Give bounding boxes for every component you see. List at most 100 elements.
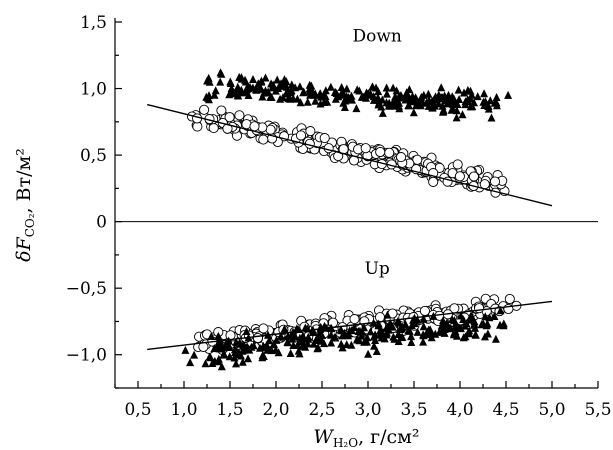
data-point-triangle (244, 354, 252, 363)
data-point-triangle (434, 90, 443, 99)
data-point-triangle (242, 327, 251, 335)
data-point-triangle (413, 315, 422, 324)
data-point-triangle (371, 336, 380, 344)
data-points (181, 68, 522, 371)
data-point-triangle (392, 86, 401, 95)
data-point-circle (452, 159, 463, 170)
data-point-triangle (181, 345, 190, 354)
data-point-triangle (372, 347, 381, 355)
data-point-triangle (473, 92, 482, 101)
data-point-triangle (434, 99, 443, 108)
data-point-triangle (424, 325, 433, 334)
data-point-triangle (413, 327, 422, 336)
data-point-triangle (331, 333, 340, 342)
data-point-triangle (303, 97, 312, 106)
data-point-triangle (227, 84, 236, 93)
data-point-circle (216, 105, 227, 116)
data-point-triangle (456, 311, 465, 320)
data-point-triangle (366, 327, 375, 336)
x-tick-label: 5,5 (584, 400, 611, 420)
data-point-triangle (398, 332, 407, 341)
data-point-triangle (256, 343, 264, 352)
data-point-triangle (357, 92, 366, 101)
data-point-triangle (407, 338, 416, 346)
data-point-triangle (242, 85, 251, 94)
data-point-triangle (504, 90, 513, 99)
data-point-triangle (437, 83, 446, 92)
data-point-triangle (470, 98, 478, 107)
data-point-triangle (394, 337, 403, 345)
data-point-circle (419, 305, 430, 316)
data-point-triangle (429, 95, 438, 104)
data-point-triangle (496, 306, 505, 315)
data-point-triangle (283, 338, 292, 347)
data-point-triangle (258, 92, 267, 101)
data-point-circle (375, 146, 386, 158)
data-point-triangle (441, 96, 449, 104)
y-tick-label: 0 (96, 213, 107, 233)
data-point-triangle (378, 108, 387, 117)
data-point-circle (265, 124, 276, 135)
data-point-triangle (444, 324, 453, 333)
data-point-triangle (364, 349, 373, 358)
data-point-triangle (405, 326, 414, 335)
data-point-triangle (453, 100, 462, 108)
data-point-triangle (463, 85, 472, 94)
data-point-triangle (438, 101, 447, 110)
regression-line (147, 300, 553, 351)
data-point-circle (474, 303, 485, 314)
data-point-triangle (456, 324, 465, 333)
data-point-triangle (355, 326, 364, 335)
data-point-triangle (439, 320, 448, 328)
data-point-triangle (480, 89, 489, 98)
axes: −1,0 −0,5 0 0,5 1,0 1,5 0,5 1,0 1,5 2,0 2,5 3,0 3,5 4… (13, 13, 612, 450)
data-point-triangle (337, 339, 346, 348)
y-tick-label: 1,5 (80, 13, 107, 33)
data-point-triangle (499, 321, 508, 330)
data-point-triangle (373, 95, 382, 104)
data-point-circle (199, 104, 210, 115)
data-point-triangle (452, 113, 461, 122)
data-point-triangle (327, 338, 336, 347)
data-point-triangle (276, 331, 285, 340)
data-point-triangle (271, 345, 280, 354)
data-point-triangle (382, 83, 391, 92)
data-point-triangle (460, 321, 469, 330)
data-point-triangle (226, 77, 235, 86)
data-point-triangle (201, 359, 210, 368)
data-point-triangle (232, 359, 240, 368)
data-point-circle (360, 143, 371, 154)
x-tick-label: 1,0 (170, 400, 197, 420)
data-point-triangle (342, 340, 351, 349)
data-point-triangle (295, 337, 304, 346)
data-point-triangle (339, 98, 348, 107)
data-point-triangle (368, 82, 377, 91)
data-point-circle (208, 123, 219, 134)
data-point-triangle (233, 82, 242, 91)
data-point-triangle (471, 323, 479, 332)
data-point-triangle (471, 330, 480, 339)
data-point-triangle (257, 77, 266, 86)
data-point-triangle (490, 312, 499, 320)
regression-line (147, 103, 553, 207)
data-point-triangle (309, 328, 317, 336)
x-tick-label: 0,5 (124, 400, 151, 420)
data-point-triangle (207, 332, 216, 340)
data-point-triangle (491, 334, 500, 343)
data-point-triangle (217, 69, 226, 78)
x-tick-label: 1,5 (216, 400, 243, 420)
x-tick-label: 4,5 (492, 400, 519, 420)
data-point-triangle (492, 93, 501, 101)
data-point-triangle (483, 319, 492, 328)
data-point-triangle (238, 346, 247, 355)
data-point-triangle (465, 329, 474, 338)
x-tick-label: 3,5 (400, 400, 427, 420)
data-point-triangle (190, 350, 199, 359)
data-point-triangle (214, 354, 223, 363)
data-point-triangle (362, 337, 371, 346)
data-point-triangle (352, 104, 361, 113)
data-point-triangle (204, 73, 213, 82)
data-point-triangle (211, 86, 220, 95)
data-point-triangle (305, 87, 314, 96)
data-point-triangle (296, 98, 305, 107)
